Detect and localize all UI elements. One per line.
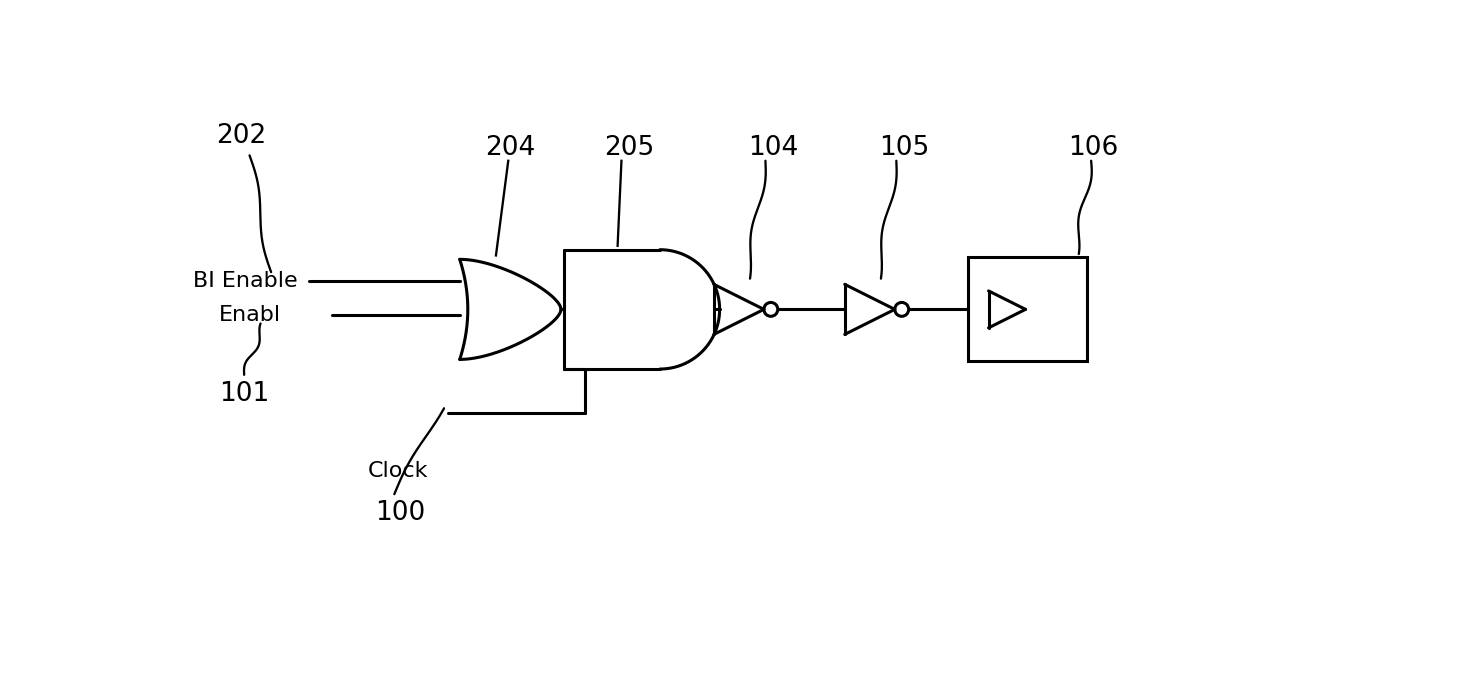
- Text: 202: 202: [216, 123, 266, 149]
- Text: Clock: Clock: [367, 461, 428, 481]
- Text: 106: 106: [1069, 135, 1118, 161]
- Text: BI Enable: BI Enable: [193, 272, 297, 291]
- Text: 101: 101: [219, 381, 269, 407]
- Text: Enabl: Enabl: [219, 306, 281, 325]
- Text: 105: 105: [880, 135, 930, 161]
- Text: 100: 100: [376, 500, 425, 526]
- Text: 204: 204: [485, 135, 535, 161]
- Text: 104: 104: [749, 135, 798, 161]
- Bar: [968, 258, 1088, 362]
- Text: 205: 205: [604, 135, 654, 161]
